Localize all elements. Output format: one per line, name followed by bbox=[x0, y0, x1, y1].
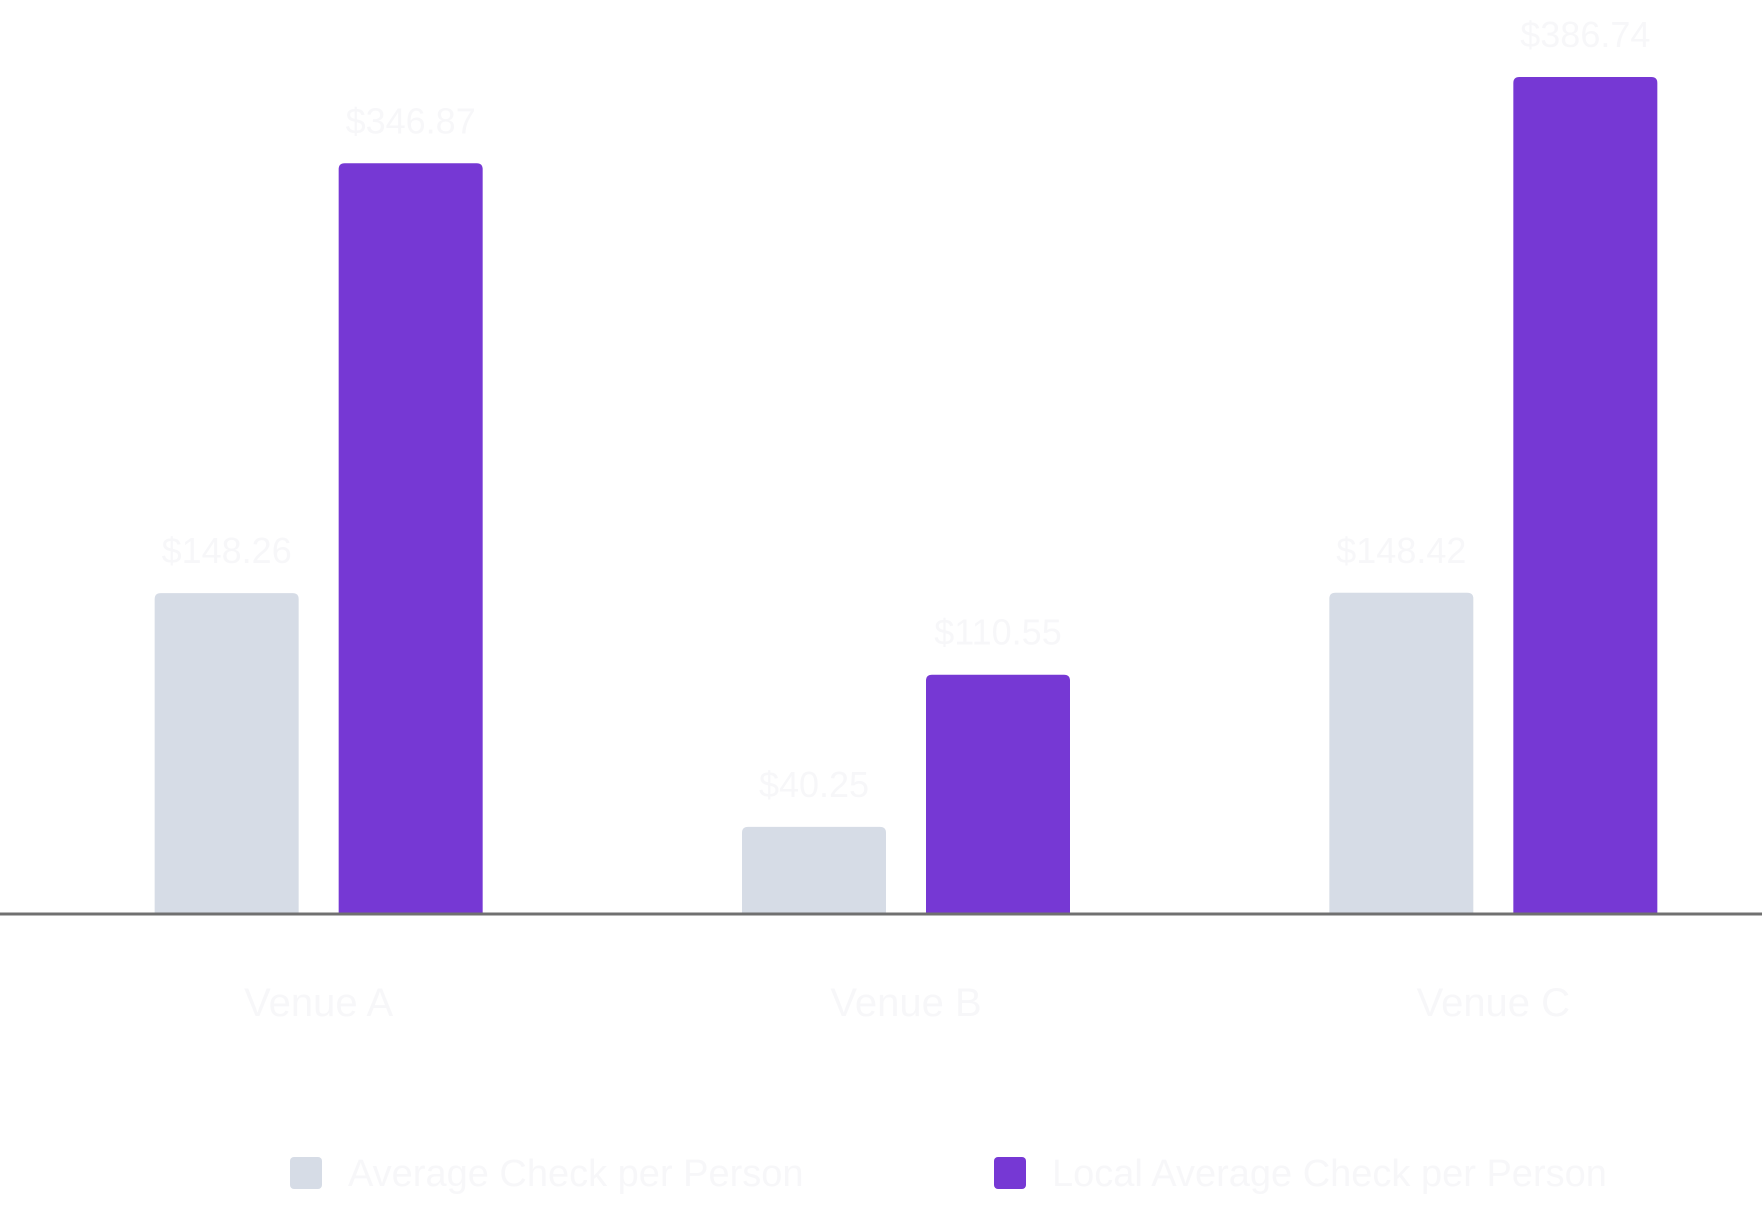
value-label-venue-b-local-average-check-per-person: $110.55 bbox=[934, 612, 1061, 653]
legend-swatch-local-average-check-per-person bbox=[994, 1157, 1026, 1189]
value-label-venue-c-local-average-check-per-person: $386.74 bbox=[1520, 14, 1650, 55]
legend-label-average-check-per-person: Average Check per Person bbox=[348, 1153, 804, 1195]
value-label-venue-b-average-check-per-person: $40.25 bbox=[759, 764, 869, 805]
bar-venue-b-average-check-per-person bbox=[742, 826, 886, 914]
bar-venue-b-local-average-check-per-person bbox=[926, 674, 1070, 914]
legend-label-local-average-check-per-person: Local Average Check per Person bbox=[1052, 1153, 1607, 1195]
bar-venue-c-local-average-check-per-person bbox=[1513, 77, 1658, 914]
bars-layer bbox=[154, 77, 1658, 914]
value-label-venue-a-local-average-check-per-person: $346.87 bbox=[346, 100, 476, 141]
bar-venue-a-local-average-check-per-person bbox=[338, 163, 483, 914]
category-label-venue-c: Venue C bbox=[1417, 981, 1570, 1025]
bar-venue-c-average-check-per-person bbox=[1329, 592, 1474, 914]
category-label-venue-b: Venue B bbox=[830, 981, 981, 1025]
value-label-venue-a-average-check-per-person: $148.26 bbox=[162, 530, 292, 571]
category-label-venue-a: Venue A bbox=[244, 981, 393, 1025]
bar-venue-a-average-check-per-person bbox=[154, 593, 299, 914]
value-label-venue-c-average-check-per-person: $148.42 bbox=[1336, 530, 1466, 571]
value-labels-layer: $148.26 $346.87 $40.25 $110.55 $148.42 $386.7… bbox=[162, 14, 1651, 805]
category-labels-layer: Venue A Venue B Venue C bbox=[244, 981, 1570, 1025]
legend: Average Check per Person Local Average Ch… bbox=[290, 1153, 1607, 1195]
legend-swatch-average-check-per-person bbox=[290, 1157, 322, 1189]
